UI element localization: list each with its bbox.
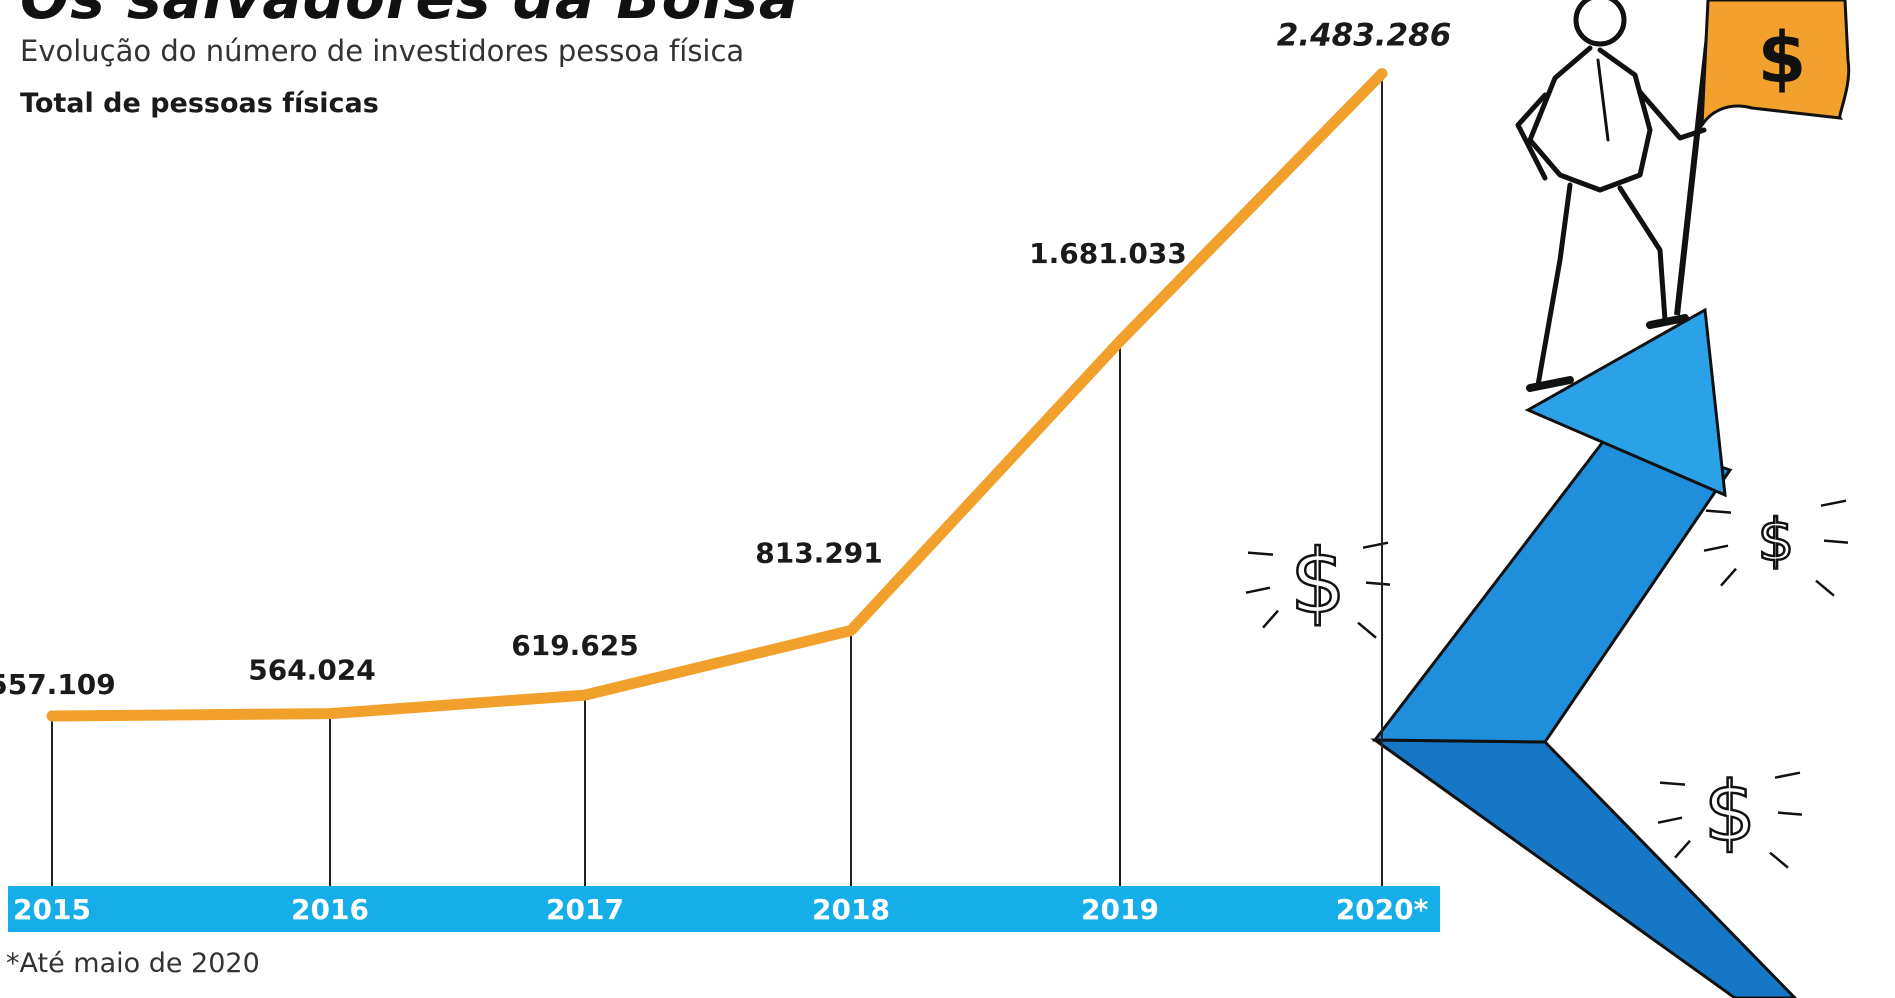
- data-label: 619.625: [511, 629, 639, 662]
- series-line: [46, 68, 1388, 722]
- dollar-sign-icon: $: [1758, 506, 1795, 574]
- data-label: 813.291: [755, 537, 883, 570]
- data-label: 1.681.033: [1029, 237, 1187, 270]
- dollar-sign-icon: $: [1290, 530, 1346, 633]
- data-label: 557.109: [0, 668, 116, 701]
- dollar-sign-icon: $: [1758, 17, 1807, 99]
- sparkle-stroke-icon: [1247, 551, 1274, 556]
- chart-title: Os salvadores da Bolsa: [20, 0, 799, 32]
- x-tick-label: 2016: [291, 893, 369, 926]
- sparkle-stroke-icon: [1674, 839, 1691, 859]
- x-tick-label: 2019: [1081, 893, 1159, 926]
- sparkle-stroke-icon: [1720, 567, 1737, 587]
- footnote: *Até maio de 2020: [6, 948, 260, 979]
- sparkle-stroke-icon: [1815, 579, 1835, 597]
- sparkle-stroke-icon: [1820, 499, 1847, 507]
- chart-subtitle: Evolução do número de investidores pesso…: [20, 34, 745, 68]
- x-axis-ticks: 2015 2016 2017 2018 2019 2020*: [13, 893, 1429, 926]
- data-labels: 557.109 564.024 619.625 813.291 1.681.033 2.4…: [0, 18, 1451, 701]
- illustration: $ $ $ $: [1245, 0, 1851, 998]
- sparkle-stroke-icon: [1362, 541, 1389, 549]
- dollar-sign-icon: $: [1704, 765, 1756, 860]
- drop-lines: [51, 73, 1383, 886]
- x-tick-label: 2015: [13, 893, 91, 926]
- sparkle-stroke-icon: [1769, 851, 1789, 869]
- sparkle-stroke-icon: [1365, 581, 1391, 586]
- sparkle-stroke-icon: [1777, 811, 1803, 816]
- sparkle-stroke-icon: [1823, 539, 1849, 544]
- x-axis-band: [8, 886, 1440, 932]
- data-label: 2.483.286: [1277, 18, 1452, 54]
- series-label: Total de pessoas físicas: [20, 88, 379, 119]
- x-tick-label: 2017: [546, 893, 624, 926]
- data-label: 564.024: [248, 654, 376, 687]
- x-tick-label: 2020*: [1336, 893, 1429, 926]
- sparkle-stroke-icon: [1245, 586, 1271, 594]
- x-tick-label: 2018: [812, 893, 890, 926]
- sparkle-stroke-icon: [1703, 544, 1729, 552]
- up-arrow-icon: [1371, 428, 1733, 744]
- businessman-icon: [1515, 0, 1707, 392]
- sparkle-stroke-icon: [1262, 609, 1279, 629]
- sparkle-stroke-icon: [1357, 621, 1377, 639]
- flag-icon: [1700, 0, 1851, 131]
- arrow-head-icon: [1524, 307, 1727, 498]
- sparkle-stroke-icon: [1774, 771, 1801, 779]
- sparkle-stroke-icon: [1657, 816, 1683, 824]
- sparkle-stroke-icon: [1659, 781, 1686, 786]
- sparkle-stroke-icon: [1705, 509, 1732, 514]
